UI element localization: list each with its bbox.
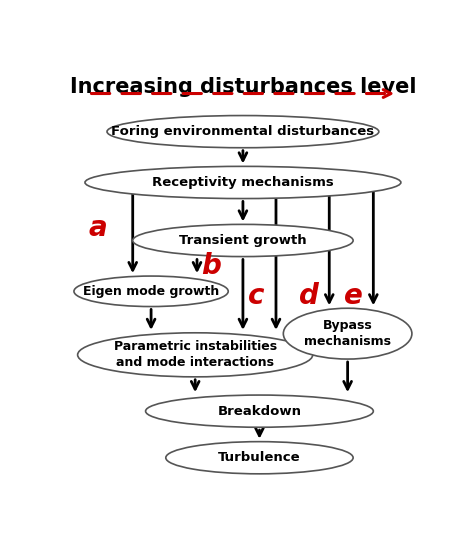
- Ellipse shape: [133, 224, 353, 257]
- Ellipse shape: [74, 276, 228, 306]
- Text: b: b: [201, 252, 221, 280]
- Text: Foring environmental disturbances: Foring environmental disturbances: [111, 125, 374, 138]
- Ellipse shape: [146, 395, 374, 427]
- Ellipse shape: [166, 442, 353, 474]
- Text: d: d: [299, 282, 319, 310]
- Text: Parametric instabilities
and mode interactions: Parametric instabilities and mode intera…: [114, 340, 277, 370]
- Text: c: c: [248, 282, 265, 310]
- Ellipse shape: [107, 116, 379, 148]
- Ellipse shape: [78, 333, 313, 377]
- Ellipse shape: [283, 308, 412, 359]
- Text: Increasing disturbances level: Increasing disturbances level: [70, 76, 416, 97]
- Text: e: e: [344, 282, 363, 310]
- Text: Receptivity mechanisms: Receptivity mechanisms: [152, 176, 334, 189]
- Text: Eigen mode growth: Eigen mode growth: [83, 285, 219, 298]
- Text: Turbulence: Turbulence: [218, 451, 301, 464]
- Text: Bypass
mechanisms: Bypass mechanisms: [304, 319, 391, 348]
- Text: a: a: [89, 214, 107, 242]
- Text: Transient growth: Transient growth: [179, 234, 307, 247]
- Text: Breakdown: Breakdown: [218, 405, 301, 417]
- Ellipse shape: [85, 166, 401, 199]
